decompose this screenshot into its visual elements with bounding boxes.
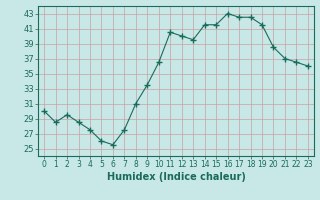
X-axis label: Humidex (Indice chaleur): Humidex (Indice chaleur) — [107, 172, 245, 182]
